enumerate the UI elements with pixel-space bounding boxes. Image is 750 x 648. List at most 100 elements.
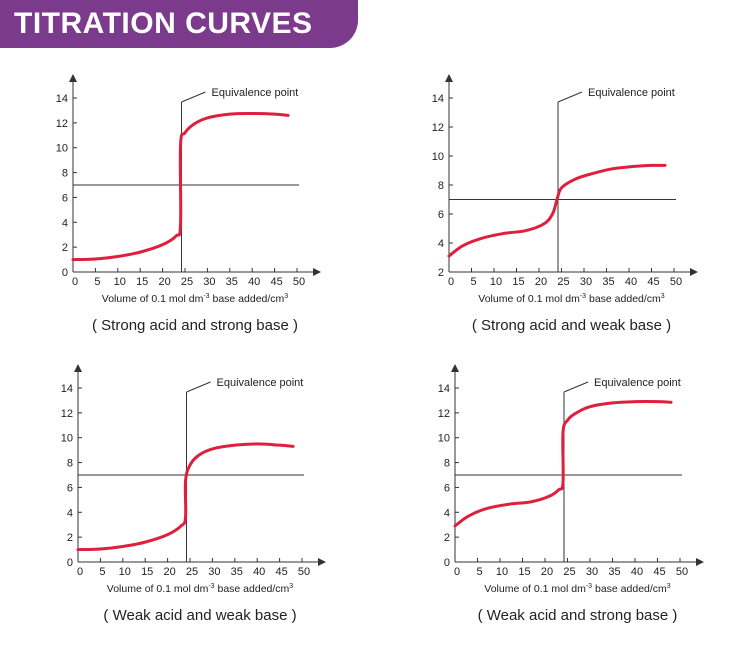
x-tick-label: 20 xyxy=(541,566,553,578)
y-tick-label: 6 xyxy=(67,482,73,494)
page-title: TITRATION CURVES xyxy=(14,7,313,40)
y-tick-label: 8 xyxy=(67,458,73,470)
x-tick-label: 10 xyxy=(490,276,502,288)
x-tick-label: 20 xyxy=(158,276,170,288)
x-tick-label: 20 xyxy=(535,276,547,288)
x-tick-label: 45 xyxy=(275,566,287,578)
y-tick-label: 0 xyxy=(62,267,68,279)
equivalence-label: Equivalence point xyxy=(594,377,681,389)
x-tick-label: 45 xyxy=(653,566,665,578)
x-tick-label: 25 xyxy=(186,566,198,578)
chart-3: 0 5 10 15 20 25 30 35 40 45 50 0 2 4 6 8 10 12 14 Equivalen… xyxy=(61,364,326,624)
y-tick-label: 8 xyxy=(62,168,68,180)
x-tick-label: 35 xyxy=(608,566,620,578)
y-tick-label: 10 xyxy=(438,433,450,445)
y-axis-arrow xyxy=(445,74,453,82)
x-tick-label: 25 xyxy=(557,276,569,288)
x-tick-label: 35 xyxy=(226,276,238,288)
y-tick-label: 12 xyxy=(432,122,444,134)
y-tick-label: 6 xyxy=(438,209,444,221)
equivalence-leader xyxy=(557,91,583,103)
x-axis-arrow xyxy=(690,268,698,276)
chart-1: 0 5 10 15 20 25 30 35 40 45 50 0 2 4 6 8 10 12 14 Equivalen… xyxy=(56,74,321,334)
x-tick-label: 20 xyxy=(163,566,175,578)
x-tick-label: 10 xyxy=(496,566,508,578)
y-tick-label: 4 xyxy=(62,217,68,229)
y-tick-label: 8 xyxy=(438,180,444,192)
x-tick-label: 50 xyxy=(676,566,688,578)
equivalence-leader xyxy=(186,381,211,393)
y-tick-label: 4 xyxy=(438,238,444,250)
y-tick-label: 10 xyxy=(61,433,73,445)
x-tick-label: 50 xyxy=(298,566,310,578)
chart-2: 0 5 10 15 20 25 30 35 40 45 50 2 4 6 8 10 12 14 Equivalenc… xyxy=(432,74,698,334)
x-tick-label: 45 xyxy=(270,276,282,288)
chart-caption: ( Weak acid and weak base ) xyxy=(103,607,296,624)
y-axis-arrow xyxy=(74,364,82,372)
equivalence-label: Equivalence point xyxy=(588,87,675,99)
x-tick-label: 0 xyxy=(77,566,83,578)
x-tick-label: 30 xyxy=(208,566,220,578)
equivalence-leader xyxy=(181,91,206,103)
chart-caption: ( Strong acid and weak base ) xyxy=(472,317,671,334)
x-tick-label: 40 xyxy=(248,276,260,288)
x-tick-label: 0 xyxy=(454,566,460,578)
x-tick-label: 10 xyxy=(119,566,131,578)
x-tick-label: 0 xyxy=(72,276,78,288)
x-tick-label: 40 xyxy=(625,276,637,288)
x-tick-label: 50 xyxy=(293,276,305,288)
y-tick-label: 14 xyxy=(61,383,73,395)
y-axis-arrow xyxy=(69,74,77,82)
titration-curve xyxy=(447,163,667,258)
x-tick-label: 30 xyxy=(586,566,598,578)
x-axis-arrow xyxy=(696,558,704,566)
y-tick-label: 0 xyxy=(67,557,73,569)
x-tick-label: 15 xyxy=(141,566,153,578)
chart-caption: ( Weak acid and strong base ) xyxy=(478,607,678,624)
y-tick-label: 2 xyxy=(444,532,450,544)
x-tick-label: 35 xyxy=(602,276,614,288)
x-tick-label: 25 xyxy=(563,566,575,578)
titration-curve xyxy=(76,442,295,552)
y-axis-arrow xyxy=(451,364,459,372)
x-tick-label: 40 xyxy=(253,566,265,578)
x-tick-label: 35 xyxy=(231,566,243,578)
x-axis-arrow xyxy=(318,558,326,566)
x-axis-label: Volume of 0.1 mol dm-3 base added/cm3 xyxy=(107,583,294,595)
y-tick-label: 2 xyxy=(67,532,73,544)
equivalence-leader xyxy=(563,381,589,393)
x-tick-label: 30 xyxy=(580,276,592,288)
y-tick-label: 14 xyxy=(432,93,444,105)
y-tick-label: 14 xyxy=(56,93,68,105)
y-tick-label: 12 xyxy=(61,408,73,420)
y-tick-label: 10 xyxy=(432,151,444,163)
x-tick-label: 5 xyxy=(99,566,105,578)
title-banner: TITRATION CURVES xyxy=(0,0,358,48)
x-axis-arrow xyxy=(313,268,321,276)
titration-curve xyxy=(453,400,673,528)
x-tick-label: 5 xyxy=(476,566,482,578)
x-tick-label: 5 xyxy=(470,276,476,288)
y-tick-label: 6 xyxy=(444,482,450,494)
x-tick-label: 15 xyxy=(512,276,524,288)
x-tick-label: 10 xyxy=(114,276,126,288)
x-tick-label: 25 xyxy=(181,276,193,288)
y-tick-label: 10 xyxy=(56,143,68,155)
x-tick-label: 50 xyxy=(670,276,682,288)
y-tick-label: 2 xyxy=(438,267,444,279)
y-tick-label: 12 xyxy=(56,118,68,130)
x-tick-label: 15 xyxy=(136,276,148,288)
titration-curve xyxy=(71,112,290,262)
y-tick-label: 2 xyxy=(62,242,68,254)
x-tick-label: 40 xyxy=(631,566,643,578)
y-tick-label: 4 xyxy=(444,507,450,519)
y-tick-label: 4 xyxy=(67,507,73,519)
chart-4: 0 5 10 15 20 25 30 35 40 45 50 0 2 4 6 8 10 12 14 Equivalen… xyxy=(438,364,704,624)
x-tick-label: 15 xyxy=(518,566,530,578)
chart-caption: ( Strong acid and strong base ) xyxy=(92,317,298,334)
equivalence-label: Equivalence point xyxy=(212,87,299,99)
y-tick-label: 6 xyxy=(62,192,68,204)
x-tick-label: 45 xyxy=(647,276,659,288)
x-axis-label: Volume of 0.1 mol dm-3 base added/cm3 xyxy=(478,293,665,305)
